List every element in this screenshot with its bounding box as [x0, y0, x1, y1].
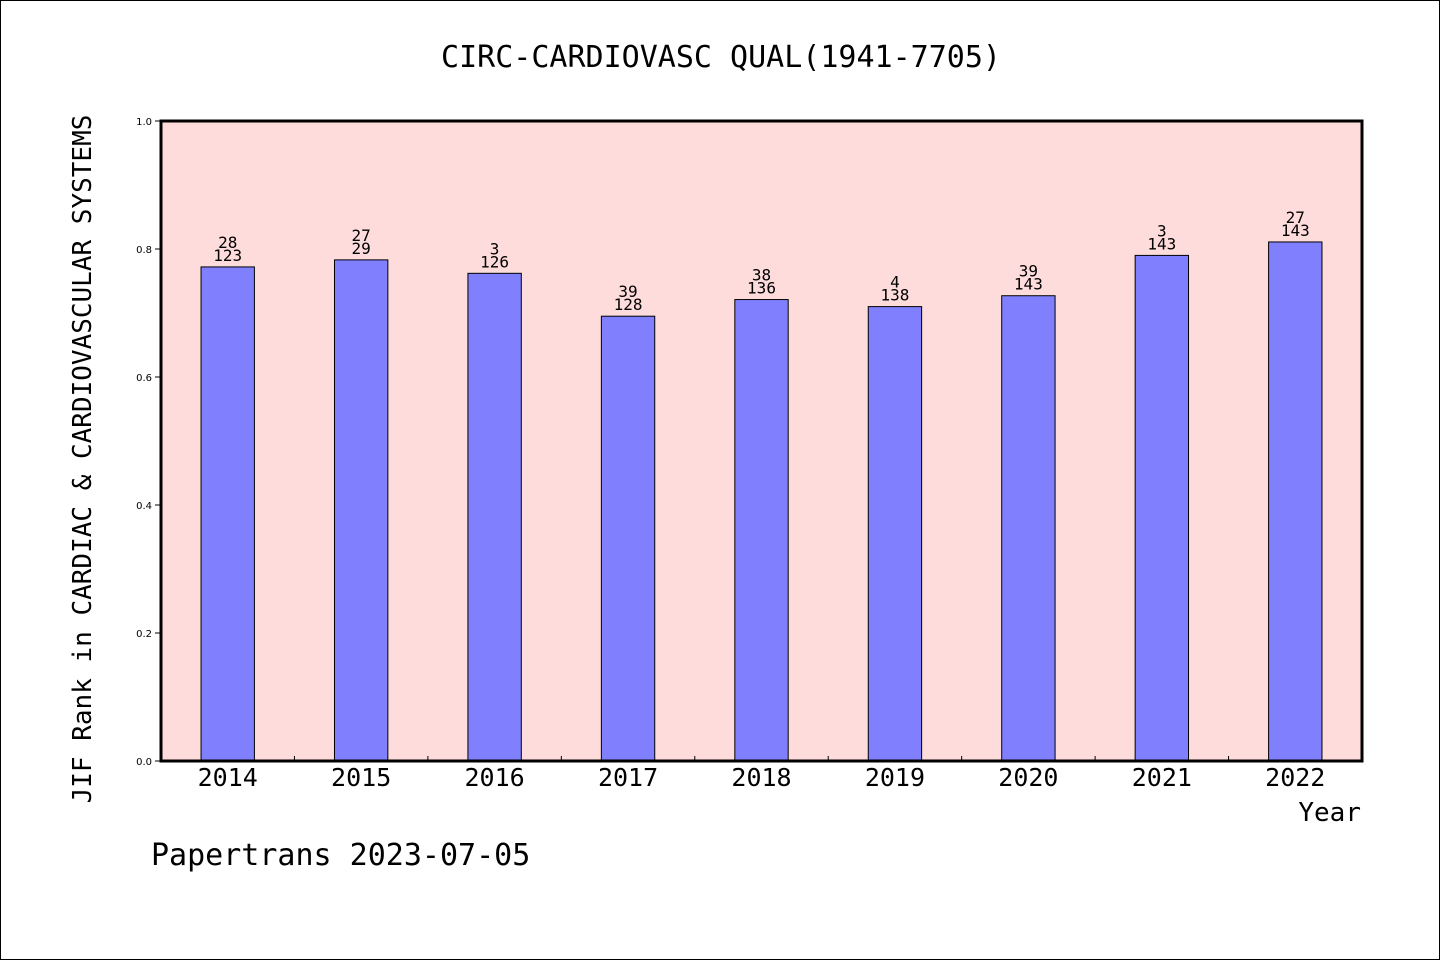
- y-tick-label-0.0: 0.0: [136, 757, 152, 768]
- x-axis: 2014 2015 2016 2017 2018 2019 2020 2021 2022: [198, 756, 1325, 792]
- bar-2022: [1268, 241, 1323, 762]
- bar-2021: [1134, 254, 1190, 762]
- bar-2014: [200, 266, 255, 762]
- y-tick-label-0.6: 0.6: [136, 373, 152, 384]
- bar-annotation-2020-1: 39: [1019, 262, 1038, 281]
- x-tick-label-2021: 2021: [1132, 763, 1192, 792]
- bar-2020: [1001, 295, 1056, 762]
- bar-2016: [467, 272, 522, 762]
- bar-annotation-2018-1: 38: [752, 266, 771, 285]
- y-axis: 0.0 0.2 0.4 0.6 0.8 1.0: [136, 117, 161, 768]
- y-tick-label-0.8: 0.8: [136, 245, 152, 256]
- bar-annotation-2021-2: 143: [1147, 234, 1176, 253]
- x-tick-label-2020: 2020: [998, 763, 1058, 792]
- plot-border: [159, 119, 1364, 763]
- bar-annotation-2016-2: 126: [480, 252, 509, 271]
- bar-annotation-2017-1: 39: [618, 282, 637, 301]
- x-tick-label-2019: 2019: [865, 763, 925, 792]
- bar-annotation-2014-2: 123: [213, 246, 242, 265]
- y-tick-label-0.2: 0.2: [136, 629, 152, 640]
- x-tick-label-2017: 2017: [598, 763, 658, 792]
- footer-text: Papertrans 2023-07-05: [151, 838, 530, 873]
- bar-annotation-2021-1: 3: [1157, 221, 1167, 240]
- x-tick-label-2022: 2022: [1265, 763, 1325, 792]
- x-tick-label-2018: 2018: [731, 763, 791, 792]
- y-tick-label-1.0: 1.0: [136, 117, 152, 128]
- x-tick-label-2016: 2016: [465, 763, 525, 792]
- bars-group: [200, 241, 1323, 762]
- x-tick-label-2014: 2014: [198, 763, 258, 792]
- y-axis-label: JIF Rank in CARDIAC & CARDIOVASCULAR SYS…: [68, 115, 98, 804]
- y-tick-label-0.4: 0.4: [136, 501, 152, 512]
- bar-annotation-2016-1: 3: [490, 239, 500, 258]
- bar-annotation-2017-2: 128: [614, 295, 643, 314]
- bar-2018: [734, 299, 789, 762]
- chart-title: CIRC-CARDIOVASC QUAL(1941-7705): [441, 40, 1001, 75]
- bar-annotation-2015-2: 29: [352, 239, 371, 258]
- bar-annotation-2022-1: 27: [1286, 208, 1305, 227]
- bar-annotation-2019-1: 4: [890, 273, 900, 292]
- bar-2017: [600, 315, 656, 762]
- bar-2015: [333, 259, 389, 762]
- bar-annotation-2014-1: 28: [218, 233, 237, 252]
- bar-2019: [867, 306, 923, 762]
- bar-annotation-2019-2: 138: [880, 286, 909, 305]
- x-tick-label-2015: 2015: [331, 763, 391, 792]
- bar-annotation-2018-2: 136: [747, 279, 776, 298]
- bar-annotation-2022-2: 143: [1281, 221, 1310, 240]
- bar-annotation-2020-2: 143: [1014, 275, 1043, 294]
- bar-annotation-2015-1: 27: [352, 226, 371, 245]
- x-axis-label: Year: [1298, 798, 1361, 828]
